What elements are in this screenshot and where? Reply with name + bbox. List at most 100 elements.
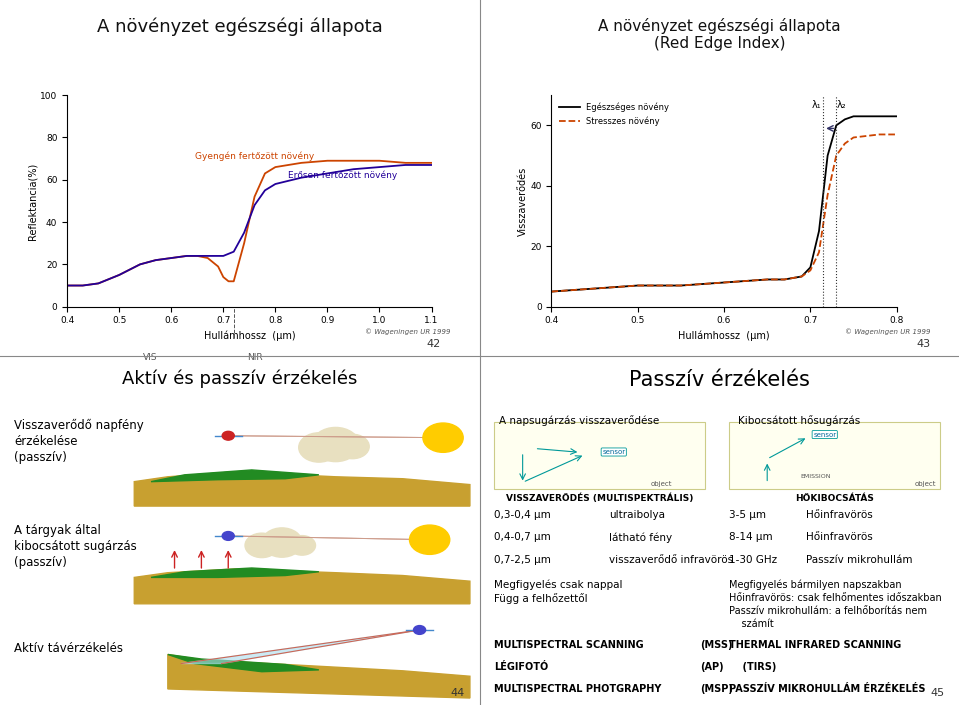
Text: 1-30 GHz: 1-30 GHz xyxy=(729,555,777,565)
Text: LÉGIFOTÓ: LÉGIFOTÓ xyxy=(494,662,549,672)
Text: (TIRS): (TIRS) xyxy=(729,662,776,672)
Stresszes növény xyxy=(796,272,807,281)
Text: A tárgyak által
kibocsátott sugárzás
(passzív): A tárgyak által kibocsátott sugárzás (pa… xyxy=(14,524,137,568)
Text: A növényzet egészségi állapota
(Red Edge Index): A növényzet egészségi állapota (Red Edge… xyxy=(598,18,840,51)
Egészséges növény xyxy=(830,121,842,130)
Egészséges növény xyxy=(632,281,643,290)
Text: 3-5 μm: 3-5 μm xyxy=(729,510,766,520)
Text: (MSP): (MSP) xyxy=(700,684,733,694)
Polygon shape xyxy=(181,630,420,663)
Egészséges növény xyxy=(848,112,859,121)
Text: sensor: sensor xyxy=(602,449,625,455)
Text: ultraibolya: ultraibolya xyxy=(609,510,665,520)
Polygon shape xyxy=(168,654,318,672)
Text: Aktív távérzékelés: Aktív távérzékelés xyxy=(14,642,124,655)
Text: Visszaverődő napfény
érzékelése
(passzív): Visszaverődő napfény érzékelése (passzív… xyxy=(14,419,144,464)
Egészséges növény xyxy=(891,112,902,121)
Text: A napsugárzás visszaverődése: A napsugárzás visszaverődése xyxy=(499,415,659,427)
Text: Hőinfravörös: Hőinfravörös xyxy=(806,510,873,520)
Text: VIS: VIS xyxy=(143,353,157,362)
Text: Gyengén fertőzött növény: Gyengén fertőzött növény xyxy=(195,151,315,161)
Circle shape xyxy=(336,434,369,459)
Text: Erősen fertőzött növény: Erősen fertőzött növény xyxy=(289,170,398,180)
Text: MULTISPECTRAL PHOTGRAPHY: MULTISPECTRAL PHOTGRAPHY xyxy=(494,684,662,694)
Legend: Egészséges növény, Stresszes növény: Egészséges növény, Stresszes növény xyxy=(555,99,673,129)
Text: EMISSION: EMISSION xyxy=(801,474,831,479)
Egészséges növény xyxy=(761,275,773,283)
Stresszes növény xyxy=(822,190,833,199)
Stresszes növény xyxy=(839,140,851,148)
Circle shape xyxy=(413,625,426,634)
Y-axis label: Reflektancia(%): Reflektancia(%) xyxy=(28,162,37,240)
Text: 42: 42 xyxy=(427,339,441,349)
Text: 44: 44 xyxy=(451,688,465,698)
Stresszes növény xyxy=(632,281,643,290)
Circle shape xyxy=(299,433,339,462)
Line: Egészséges növény: Egészséges növény xyxy=(551,116,897,292)
Stresszes növény xyxy=(830,152,842,160)
Y-axis label: Visszaverődés: Visszaverődés xyxy=(518,166,527,235)
Circle shape xyxy=(289,536,316,555)
Text: sensor: sensor xyxy=(813,431,836,438)
Egészséges növény xyxy=(796,272,807,281)
Stresszes növény xyxy=(779,275,790,283)
Text: 0,3-0,4 μm: 0,3-0,4 μm xyxy=(494,510,550,520)
Text: © Wageningen UR 1999: © Wageningen UR 1999 xyxy=(365,329,451,335)
Text: 43: 43 xyxy=(916,339,930,349)
Polygon shape xyxy=(134,569,470,603)
Egészséges növény xyxy=(813,227,825,235)
Egészséges növény xyxy=(546,288,557,296)
Stresszes növény xyxy=(813,248,825,257)
Text: (MSS): (MSS) xyxy=(700,640,733,651)
Stresszes növény xyxy=(546,288,557,296)
Text: object: object xyxy=(915,481,936,487)
Text: VISSZAVERŐDÉS (MULTISPEKTRÁLIS): VISSZAVERŐDÉS (MULTISPEKTRÁLIS) xyxy=(505,494,693,503)
Text: Passzív érzékelés: Passzív érzékelés xyxy=(629,370,809,390)
X-axis label: Hullámhossz  (μm): Hullámhossz (μm) xyxy=(678,331,770,341)
Text: 8-14 μm: 8-14 μm xyxy=(729,532,772,542)
Text: A növényzet egészségi állapota: A növényzet egészségi állapota xyxy=(97,18,383,36)
Text: Megfigyelés bármilyen napszakban
Hőinfravörös: csak felhőmentes időszakban
Passz: Megfigyelés bármilyen napszakban Hőinfra… xyxy=(729,580,942,630)
Text: MULTISPECTRAL SCANNING: MULTISPECTRAL SCANNING xyxy=(494,640,643,651)
Egészséges növény xyxy=(779,275,790,283)
Egészséges növény xyxy=(589,284,600,293)
Circle shape xyxy=(262,528,302,557)
Stresszes növény xyxy=(805,266,816,275)
Circle shape xyxy=(222,431,234,440)
Stresszes növény xyxy=(761,275,773,283)
Text: Megfigyelés csak nappal
Függ a felhőzettől: Megfigyelés csak nappal Függ a felhőzett… xyxy=(494,580,622,604)
Text: Kibocsátott hősugárzás: Kibocsátott hősugárzás xyxy=(738,415,860,427)
Text: λ₂: λ₂ xyxy=(837,100,847,110)
Circle shape xyxy=(246,533,279,558)
Text: Hőinfravörös: Hőinfravörös xyxy=(806,532,873,542)
Stresszes növény xyxy=(589,284,600,293)
Text: 0,7-2,5 μm: 0,7-2,5 μm xyxy=(494,555,550,565)
Circle shape xyxy=(313,427,359,462)
Polygon shape xyxy=(168,654,470,698)
Text: (AP): (AP) xyxy=(700,662,724,672)
Text: object: object xyxy=(651,481,672,487)
Text: λ₁: λ₁ xyxy=(812,100,822,110)
Line: Stresszes növény: Stresszes növény xyxy=(551,135,897,292)
Text: Passzív mikrohullám: Passzív mikrohullám xyxy=(806,555,912,565)
FancyBboxPatch shape xyxy=(494,422,705,489)
Egészséges növény xyxy=(822,152,833,160)
Egészséges növény xyxy=(805,263,816,271)
Text: © Wageningen UR 1999: © Wageningen UR 1999 xyxy=(845,329,930,335)
Text: Aktív és passzív érzékelés: Aktív és passzív érzékelés xyxy=(122,370,358,388)
Circle shape xyxy=(409,525,450,554)
Stresszes növény xyxy=(874,130,885,139)
Text: HŐKIBOCSÁTÁS: HŐKIBOCSÁTÁS xyxy=(795,494,874,503)
Polygon shape xyxy=(152,470,318,482)
Circle shape xyxy=(222,532,234,540)
Egészséges növény xyxy=(675,281,687,290)
Stresszes növény xyxy=(718,278,730,287)
Text: 0,4-0,7 μm: 0,4-0,7 μm xyxy=(494,532,550,542)
X-axis label: Hullámhossz  (μm): Hullámhossz (μm) xyxy=(203,331,295,341)
Egészséges növény xyxy=(839,115,851,123)
Text: NIR: NIR xyxy=(246,353,263,362)
Egészséges növény xyxy=(718,278,730,287)
Text: 45: 45 xyxy=(930,688,945,698)
Circle shape xyxy=(423,423,463,453)
Text: visszaverődő infravörös: visszaverődő infravörös xyxy=(609,555,733,565)
